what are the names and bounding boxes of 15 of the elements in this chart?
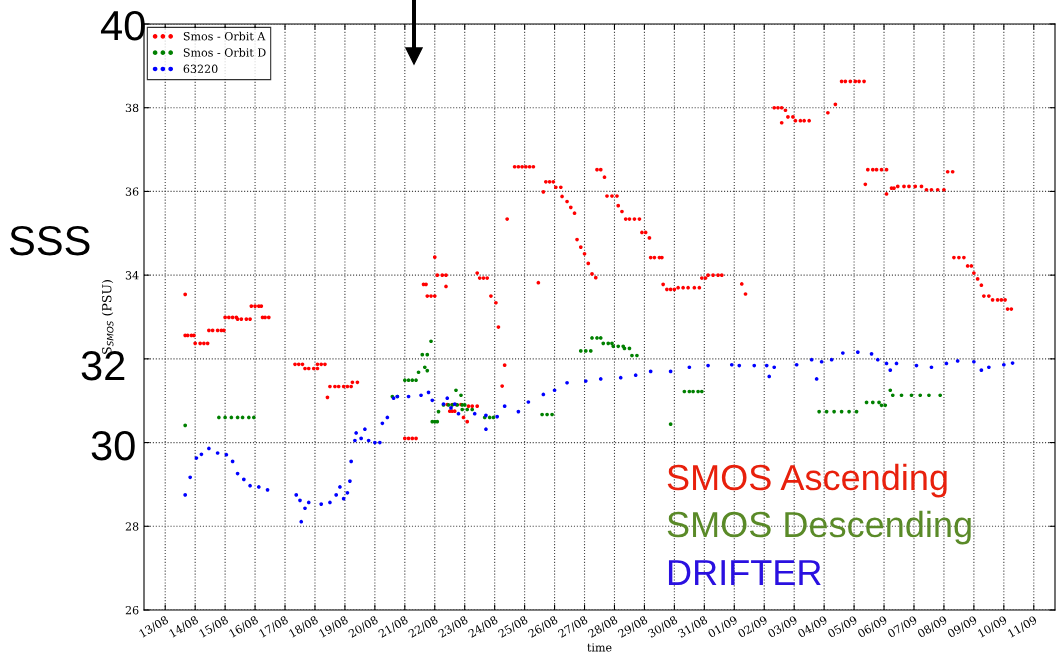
legend-label: 63220 [183,64,218,73]
y-tick-label: 34 [125,271,139,280]
y-tick-label: 26 [125,605,139,615]
y-tick-label: 36 [125,187,139,196]
y-tick-label: 28 [125,522,139,531]
text: SSS [9,225,90,256]
legend-label: Smos - Orbit D [183,48,266,57]
annotation: SMOS Ascending [667,463,947,498]
y-tick-label: 38 [125,103,139,113]
x-axis-title: time [587,643,612,652]
annotation: 40 [100,10,145,41]
legend-label: Smos - Orbit A [183,31,266,41]
text: 30 [91,430,135,461]
annotation: DRIFTER [668,560,821,585]
annotation: SMOS Descending [667,510,971,545]
